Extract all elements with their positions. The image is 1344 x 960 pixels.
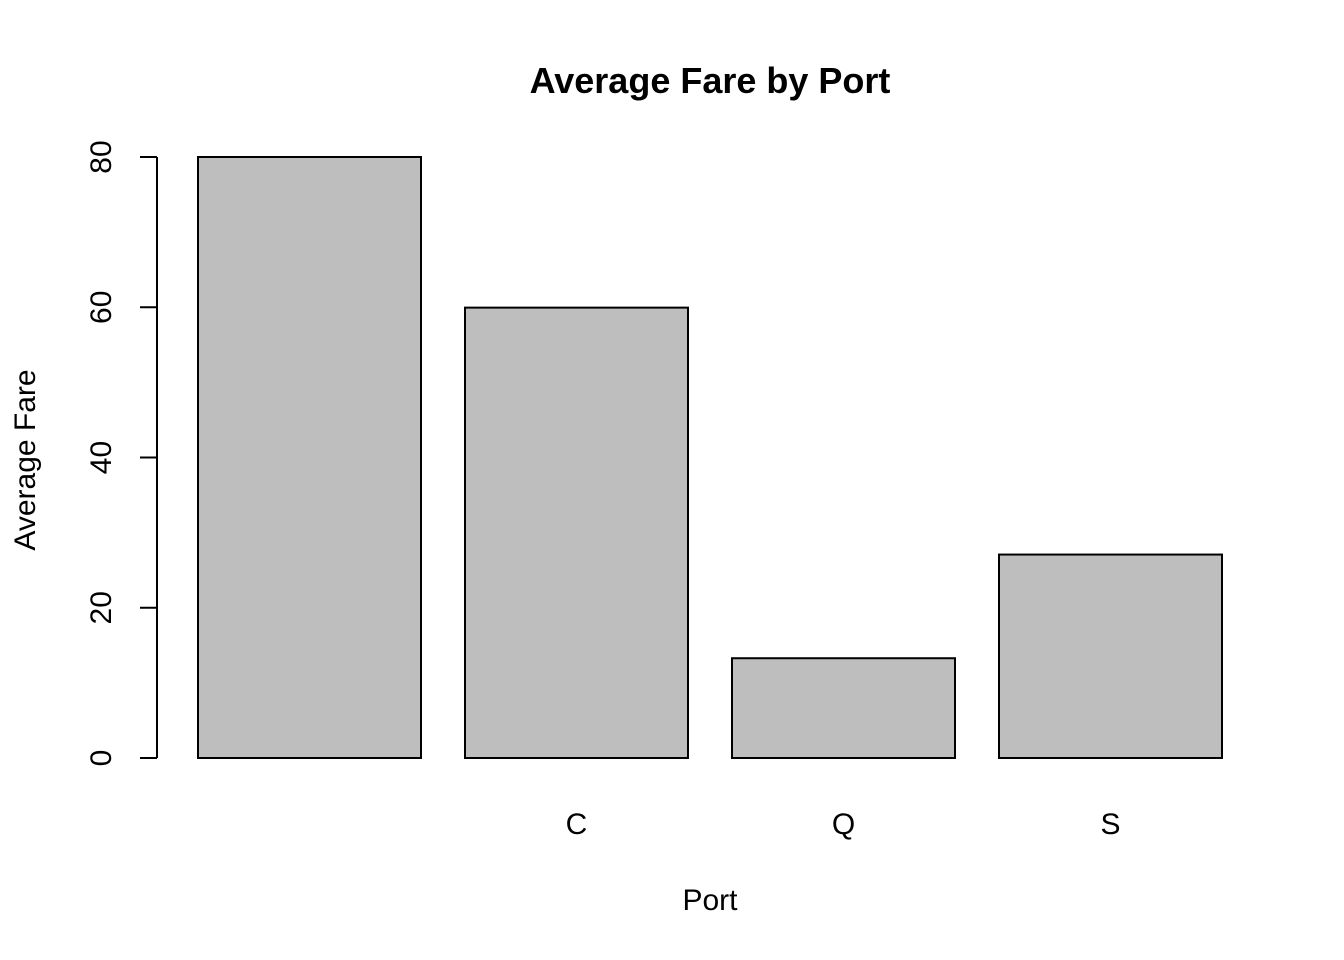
x-tick-label: C [566,808,588,841]
y-tick-label: 20 [85,591,118,624]
bars-group [197,156,1223,760]
y-tick-label: 40 [85,441,118,474]
x-tick-label: Q [832,808,855,841]
y-axis-label: Average Fare [9,369,42,550]
y-tick-label: 60 [85,291,118,324]
x-axis-label: Port [682,884,738,917]
x-tick-label: S [1100,808,1120,841]
bar-blank [197,156,422,759]
chart-title: Average Fare by Port [530,60,891,101]
bar-q [731,657,956,760]
bar-c [464,306,689,759]
y-tick-label: 80 [85,140,118,173]
y-axis: 0 20 40 60 80 [85,140,158,767]
bar-s [998,553,1223,760]
y-tick-label: 0 [85,750,118,767]
